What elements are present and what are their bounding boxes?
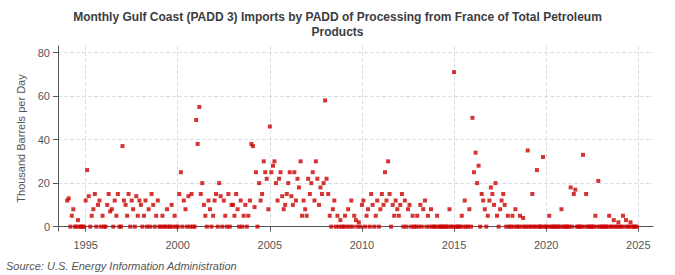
svg-text:40: 40 [38,134,50,146]
svg-text:2010: 2010 [350,239,374,251]
svg-text:20: 20 [38,177,50,189]
svg-text:Source: U.S. Energy Informatio: Source: U.S. Energy Information Administ… [6,260,237,272]
svg-text:Thousand Barrels per Day: Thousand Barrels per Day [15,74,27,203]
svg-text:2025: 2025 [626,239,650,251]
svg-text:80: 80 [38,47,50,59]
svg-text:0: 0 [44,221,50,233]
svg-text:2005: 2005 [258,239,282,251]
svg-text:Monthly Gulf Coast (PADD 3) Im: Monthly Gulf Coast (PADD 3) Imports by P… [73,10,602,24]
svg-text:2020: 2020 [534,239,558,251]
svg-text:1995: 1995 [73,239,97,251]
svg-text:2015: 2015 [442,239,466,251]
svg-text:2000: 2000 [165,239,189,251]
svg-text:Products: Products [311,25,363,39]
svg-text:60: 60 [38,90,50,102]
